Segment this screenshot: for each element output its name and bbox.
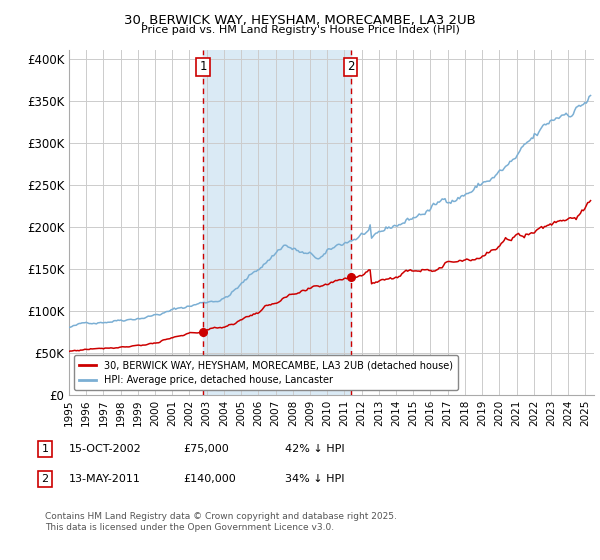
- Text: Contains HM Land Registry data © Crown copyright and database right 2025.
This d: Contains HM Land Registry data © Crown c…: [45, 512, 397, 532]
- Text: 34% ↓ HPI: 34% ↓ HPI: [285, 474, 344, 484]
- Text: 42% ↓ HPI: 42% ↓ HPI: [285, 444, 344, 454]
- Text: 30, BERWICK WAY, HEYSHAM, MORECAMBE, LA3 2UB: 30, BERWICK WAY, HEYSHAM, MORECAMBE, LA3…: [124, 14, 476, 27]
- Text: 15-OCT-2002: 15-OCT-2002: [69, 444, 142, 454]
- Text: 13-MAY-2011: 13-MAY-2011: [69, 474, 141, 484]
- Text: Price paid vs. HM Land Registry's House Price Index (HPI): Price paid vs. HM Land Registry's House …: [140, 25, 460, 35]
- Legend: 30, BERWICK WAY, HEYSHAM, MORECAMBE, LA3 2UB (detached house), HPI: Average pric: 30, BERWICK WAY, HEYSHAM, MORECAMBE, LA3…: [74, 356, 458, 390]
- Text: 2: 2: [41, 474, 49, 484]
- Text: 1: 1: [199, 60, 207, 73]
- Text: 1: 1: [41, 444, 49, 454]
- Bar: [203, 50, 351, 395]
- Text: £140,000: £140,000: [183, 474, 236, 484]
- Text: 2: 2: [347, 60, 355, 73]
- Text: £75,000: £75,000: [183, 444, 229, 454]
